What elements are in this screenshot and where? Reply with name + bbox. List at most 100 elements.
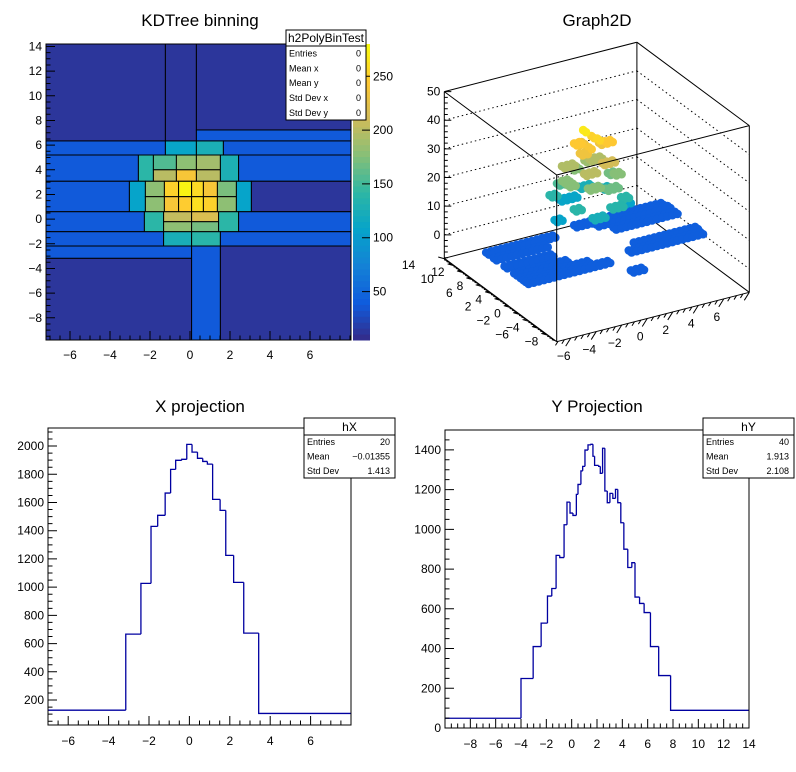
poly-bin[interactable]: [219, 245, 351, 340]
poly-bin[interactable]: [238, 211, 351, 233]
x-tick-label: 6: [713, 310, 720, 324]
histogram-bin: [546, 595, 552, 624]
histogram-bin: [258, 633, 351, 715]
z-tick-label: 30: [427, 142, 441, 156]
poly-bin[interactable]: [175, 169, 197, 182]
poly-bin[interactable]: [191, 180, 204, 198]
poly-bin[interactable]: [191, 231, 221, 247]
poly-bin[interactable]: [46, 257, 193, 340]
poly-bin[interactable]: [195, 169, 221, 182]
y-tick-label: 6: [35, 138, 42, 152]
palette-band: [353, 150, 370, 157]
palette-band: [353, 180, 370, 187]
histogram-bin: [658, 646, 671, 677]
poly-bin[interactable]: [143, 211, 165, 233]
pad-x-projection[interactable]: X projection −6 −4 −2 0 2 4 6 200 400 600 800 1000 12…: [17, 397, 396, 748]
poly-bin[interactable]: [178, 180, 193, 198]
y-tick-label: 6: [446, 286, 453, 300]
poly-bin[interactable]: [46, 231, 165, 247]
poly-bin[interactable]: [175, 154, 197, 171]
poly-bin[interactable]: [163, 180, 180, 198]
histogram-bin: [125, 633, 141, 711]
palette-band: [353, 328, 370, 335]
palette-band: [353, 227, 370, 234]
poly-bin[interactable]: [222, 140, 351, 156]
poly-bin[interactable]: [163, 221, 193, 233]
poly-bin[interactable]: [191, 196, 204, 213]
poly-bin[interactable]: [219, 231, 351, 247]
poly-bin[interactable]: [163, 196, 180, 213]
poly-bin[interactable]: [46, 154, 139, 182]
stats-box[interactable]: hX Entries 20 Mean −0.01355 Std Dev 1.413: [303, 417, 396, 479]
stats-value: 40: [779, 437, 789, 447]
palette-band: [353, 304, 370, 311]
data-point: [558, 216, 567, 225]
poly-bin[interactable]: [195, 129, 351, 142]
poly-bin[interactable]: [137, 154, 154, 182]
data-point: [619, 202, 628, 212]
palette-band: [353, 274, 370, 282]
poly-bin[interactable]: [152, 169, 177, 182]
histogram-line: [445, 443, 749, 719]
y-tick-label: 400: [421, 642, 441, 656]
poly-bin[interactable]: [195, 140, 224, 156]
histogram-bin: [593, 456, 599, 467]
poly-bin[interactable]: [235, 180, 252, 213]
pad-y-projection[interactable]: Y Projection −8 −6 −4 −2 0 2 4 6 8 10 12 14 0 200 400 60…: [414, 397, 795, 751]
pad-kdtree-binning[interactable]: KDTree binning −6 −4 −2 0 2 4 6 −8 −6 −4 −2 0 2 4 6 8 10 1…: [28, 11, 393, 362]
pad-title: X projection: [155, 397, 245, 416]
poly-bin[interactable]: [218, 211, 240, 233]
poly-bin[interactable]: [46, 44, 166, 142]
palette-band: [353, 138, 370, 146]
pad-graph2d[interactable]: Graph2D−6 −4 −2 0 2 4 6−8−6−4−2 02 46 81012140102…: [402, 11, 750, 363]
poly-bin[interactable]: [164, 140, 197, 156]
data-point: [608, 137, 617, 147]
poly-bin[interactable]: [195, 154, 221, 171]
x-tick-label: −4: [102, 734, 116, 748]
stats-value: 0: [356, 63, 361, 73]
poly-bin[interactable]: [128, 180, 146, 213]
poly-bin[interactable]: [46, 140, 166, 156]
poly-bin[interactable]: [216, 196, 237, 213]
histogram-bin: [186, 443, 193, 460]
palette-band: [353, 215, 370, 223]
stats-box[interactable]: h2PolyBinTest Entries 0 Mean x 0 Mean y 0 Std D…: [285, 29, 367, 121]
poly-bin[interactable]: [46, 211, 145, 233]
poly-bin[interactable]: [202, 196, 218, 213]
poly-bin[interactable]: [163, 211, 193, 223]
x-tick-label: 4: [267, 348, 274, 362]
poly-bin[interactable]: [152, 154, 177, 171]
data-point: [617, 169, 626, 179]
poly-bin[interactable]: [238, 154, 351, 182]
stats-label: Std Dev x: [289, 93, 329, 103]
poly-bin[interactable]: [178, 196, 193, 213]
poly-bin[interactable]: [191, 245, 221, 340]
x-tick-label: 2: [594, 737, 601, 751]
palette-band: [353, 186, 370, 193]
poly-bin[interactable]: [191, 221, 220, 233]
stats-value: 2.108: [766, 466, 789, 476]
poly-bin[interactable]: [202, 180, 218, 198]
palette-band: [353, 298, 370, 305]
poly-bin[interactable]: [163, 231, 193, 247]
poly-bin[interactable]: [191, 211, 220, 223]
poly-bin[interactable]: [144, 180, 165, 198]
poly-bin[interactable]: [46, 180, 130, 213]
poly-bin[interactable]: [216, 180, 237, 198]
stats-box-frame: [285, 29, 367, 121]
poly-bin[interactable]: [164, 44, 197, 142]
x-tick-label: −8: [463, 737, 477, 751]
y-tick-label: 14: [29, 39, 43, 53]
poly-bin[interactable]: [250, 180, 351, 213]
z-tick-label: 20: [427, 171, 441, 185]
data-point: [570, 161, 580, 170]
poly-bin[interactable]: [46, 245, 193, 259]
poly-bin[interactable]: [219, 154, 240, 182]
stats-title: hY: [741, 420, 756, 434]
poly-bin[interactable]: [144, 196, 165, 213]
histogram-bin: [614, 488, 618, 499]
box-back-edges: [443, 42, 750, 293]
histogram-bin: [157, 514, 166, 527]
stats-box[interactable]: hY Entries 40 Mean 1.913 Std Dev 2.108: [702, 417, 795, 479]
